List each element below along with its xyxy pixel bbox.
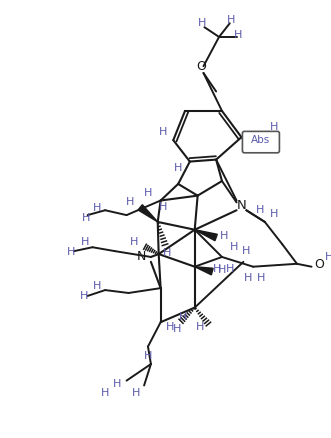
Text: H: H xyxy=(270,123,279,132)
Text: H: H xyxy=(213,264,221,274)
Text: H: H xyxy=(132,388,140,398)
Text: O: O xyxy=(314,258,324,271)
Text: H: H xyxy=(325,252,331,262)
Text: O: O xyxy=(197,60,207,73)
Text: H: H xyxy=(256,205,264,215)
Text: H: H xyxy=(163,248,172,258)
Text: H: H xyxy=(144,351,152,361)
Text: H: H xyxy=(257,273,265,283)
Text: H: H xyxy=(79,291,88,301)
Text: H: H xyxy=(159,202,168,212)
Text: H: H xyxy=(93,203,102,213)
Text: H: H xyxy=(81,213,90,223)
Text: H: H xyxy=(166,322,174,332)
Text: H: H xyxy=(67,247,75,257)
Text: N: N xyxy=(237,199,246,212)
Text: H: H xyxy=(126,198,135,208)
Text: H: H xyxy=(244,273,253,283)
Text: H: H xyxy=(220,230,228,240)
Polygon shape xyxy=(195,267,213,275)
Text: H: H xyxy=(80,237,89,247)
Text: H: H xyxy=(179,312,187,322)
Text: H: H xyxy=(173,324,181,334)
Text: H: H xyxy=(198,18,207,28)
Text: H: H xyxy=(130,237,139,247)
Text: H: H xyxy=(195,322,204,332)
Text: H: H xyxy=(234,30,243,40)
Text: H: H xyxy=(113,378,121,389)
Text: H: H xyxy=(144,188,152,198)
Text: H: H xyxy=(225,264,234,274)
Text: H: H xyxy=(229,242,238,252)
Text: H: H xyxy=(101,388,109,398)
Text: H: H xyxy=(174,163,182,173)
Text: H: H xyxy=(226,15,235,25)
Text: Abs: Abs xyxy=(251,135,270,145)
Text: H: H xyxy=(242,246,251,256)
Text: H: H xyxy=(159,127,167,138)
Polygon shape xyxy=(195,230,217,241)
Text: H: H xyxy=(218,265,226,275)
FancyBboxPatch shape xyxy=(242,131,279,153)
Text: N: N xyxy=(136,251,146,264)
Polygon shape xyxy=(138,205,158,222)
Text: H: H xyxy=(93,281,102,291)
Text: H: H xyxy=(270,209,279,219)
